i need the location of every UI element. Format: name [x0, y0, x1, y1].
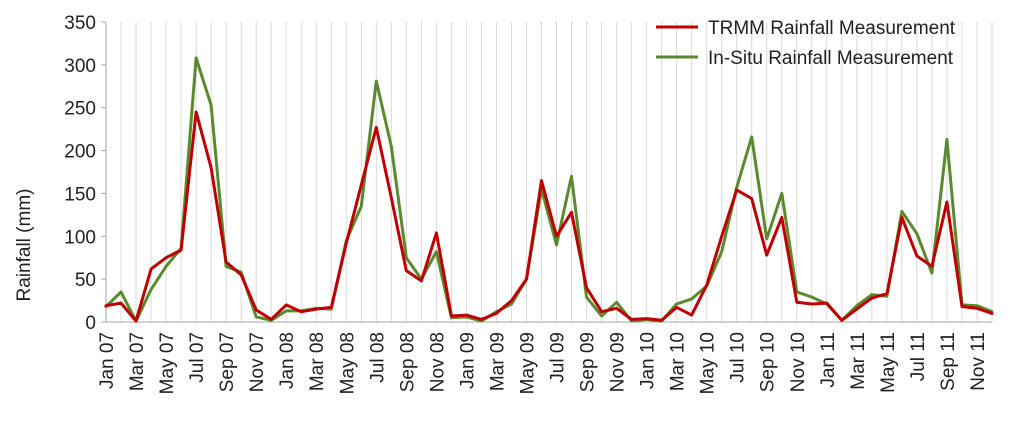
series-line-trmm [104, 110, 994, 323]
x-tick-label: Sep 08 [397, 332, 418, 392]
y-tick-label: 100 [64, 227, 96, 248]
series-line-in-situ [104, 56, 994, 323]
x-tick-label: Sep 07 [217, 332, 238, 392]
x-tick-label: Sep 10 [758, 332, 779, 392]
x-tick-label: Jul 07 [187, 332, 208, 383]
x-tick-label: Nov 08 [427, 332, 448, 392]
x-tick-label: Mar 10 [668, 332, 689, 391]
x-tick-label: Mar 07 [127, 332, 148, 391]
x-tick-label: Nov 11 [968, 332, 989, 391]
vertical-gridlines [105, 22, 993, 322]
x-tick-label: Jul 10 [728, 332, 749, 383]
x-tick-label: May 10 [698, 332, 719, 394]
legend-label: TRMM Rainfall Measurement [708, 18, 956, 39]
y-tick-label: 350 [64, 13, 96, 34]
x-tick-label: Nov 09 [608, 332, 629, 392]
x-tick-label: May 08 [337, 332, 358, 394]
y-tick-label: 250 [64, 99, 96, 120]
x-tick-label: Mar 09 [487, 332, 508, 391]
y-axis-title: Rainfall (mm) [14, 189, 35, 302]
y-tick-label: 50 [75, 270, 96, 291]
legend-label: In-Situ Rainfall Measurement [708, 48, 954, 69]
x-tick-label: May 07 [157, 332, 178, 394]
legend: TRMM Rainfall Measurement In-Situ Rainfal… [656, 18, 956, 69]
x-tick-label: Sep 09 [578, 332, 599, 392]
x-tick-label: Jan 07 [97, 332, 118, 389]
y-axis: 0 50 100 150 200 250 300 350 [64, 13, 107, 334]
x-tick-label: Nov 10 [788, 332, 809, 392]
x-tick-label: Mar 11 [848, 332, 869, 390]
y-tick-label: 150 [64, 184, 96, 205]
x-tick-label: Mar 08 [307, 332, 328, 391]
x-tick-label: May 09 [517, 332, 538, 394]
x-tick-label: Jul 09 [548, 332, 569, 383]
x-tick-label: Jul 11 [908, 332, 929, 381]
x-tick-label: Sep 11 [938, 332, 959, 391]
x-tick-label: Jan 08 [277, 332, 298, 389]
y-tick-label: 300 [64, 56, 96, 77]
x-tick-label: May 11 [878, 332, 899, 393]
x-tick-label: Jan 11 [818, 332, 839, 388]
y-tick-label: 200 [64, 142, 96, 163]
x-tick-label: Jan 09 [457, 332, 478, 389]
x-tick-label: Jan 10 [638, 332, 659, 389]
y-tick-label: 0 [85, 313, 96, 334]
series-layer [104, 56, 994, 323]
x-tick-label: Jul 08 [367, 332, 388, 383]
x-axis: Jan 07 Mar 07 May 07 Jul 07 Sep 07 Nov 07 Jan … [97, 321, 992, 394]
x-tick-label: Nov 07 [247, 332, 268, 392]
